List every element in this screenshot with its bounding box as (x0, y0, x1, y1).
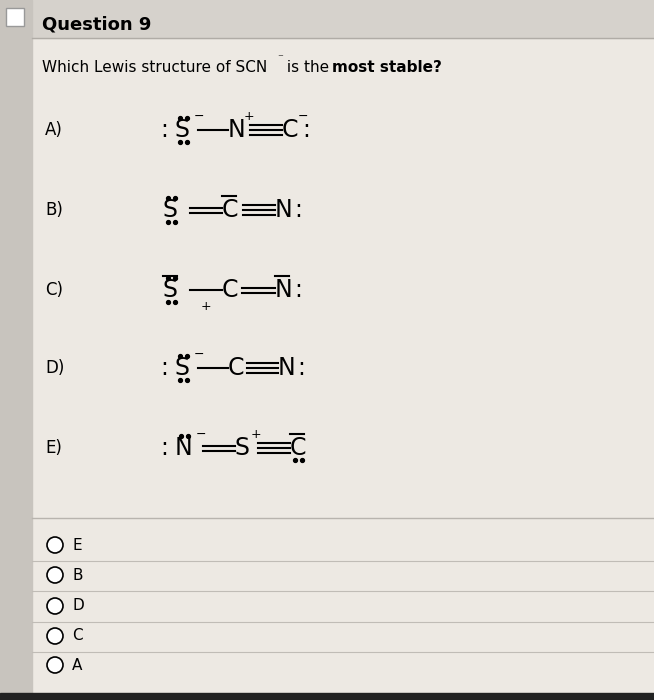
Text: :: : (294, 198, 302, 222)
Text: +: + (251, 428, 262, 440)
Text: +: + (244, 109, 254, 122)
Text: A: A (72, 657, 82, 673)
Text: S: S (163, 198, 178, 222)
Text: B): B) (45, 201, 63, 219)
Circle shape (47, 598, 63, 614)
Circle shape (47, 657, 63, 673)
Circle shape (47, 628, 63, 644)
Text: Question 9: Question 9 (42, 15, 151, 33)
Text: D: D (72, 598, 84, 613)
Bar (0, 0, 32, 700)
Text: :: : (302, 118, 310, 142)
Text: :: : (160, 356, 168, 380)
Text: D): D) (45, 359, 64, 377)
Text: −: − (298, 109, 309, 122)
Text: N: N (175, 436, 193, 460)
Text: +: + (201, 300, 212, 312)
Text: Which Lewis structure of SCN: Which Lewis structure of SCN (42, 60, 267, 76)
Text: −: − (194, 347, 205, 360)
Text: E: E (72, 538, 82, 552)
Text: N: N (275, 278, 293, 302)
Text: N: N (275, 198, 293, 222)
Text: C): C) (45, 281, 63, 299)
Text: S: S (235, 436, 250, 460)
Text: A): A) (45, 121, 63, 139)
Text: :: : (294, 278, 302, 302)
Text: ⁻: ⁻ (277, 53, 283, 63)
Text: :: : (297, 356, 305, 380)
Text: C: C (282, 118, 298, 142)
Bar (0, 0, 654, 38)
Text: C: C (222, 278, 239, 302)
Text: :: : (160, 118, 168, 142)
Text: N: N (278, 356, 296, 380)
Text: C: C (228, 356, 245, 380)
Text: S: S (175, 118, 190, 142)
Circle shape (47, 567, 63, 583)
Text: N: N (228, 118, 246, 142)
Text: S: S (163, 278, 178, 302)
Text: most stable?: most stable? (332, 60, 442, 76)
Text: E): E) (45, 439, 62, 457)
Text: B: B (72, 568, 82, 582)
FancyBboxPatch shape (6, 8, 24, 26)
Text: C: C (290, 436, 307, 460)
Text: C: C (72, 629, 82, 643)
Text: :: : (160, 436, 168, 460)
Circle shape (47, 537, 63, 553)
Text: C: C (222, 198, 239, 222)
Bar (0, 693, 654, 700)
Text: −: − (194, 109, 205, 122)
Text: −: − (196, 428, 207, 440)
Text: is the: is the (282, 60, 334, 76)
Text: S: S (175, 356, 190, 380)
